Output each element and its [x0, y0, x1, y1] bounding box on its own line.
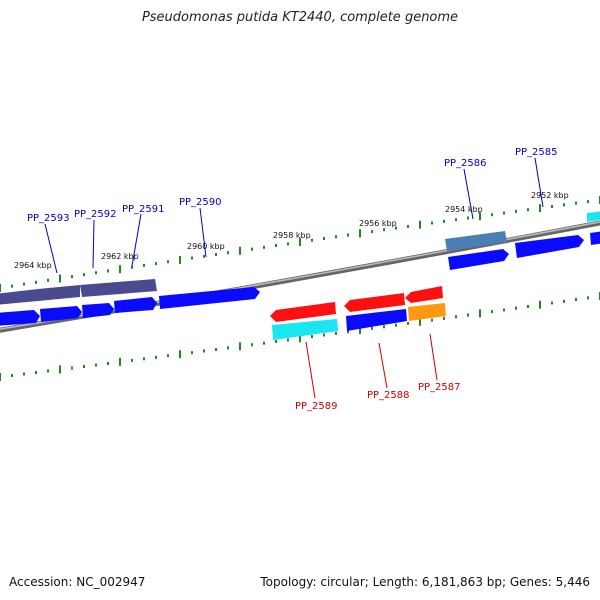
gene-feature[interactable] [0, 310, 40, 326]
gene-label[interactable]: PP_2591 [122, 204, 165, 215]
scale-label: 2956 kbp [359, 219, 397, 228]
figure-title: Pseudomonas putida KT2440, complete geno… [141, 10, 459, 25]
scale-label: 2962 kbp [101, 252, 139, 261]
gene-feature[interactable] [82, 303, 114, 318]
gene-label[interactable]: PP_2585 [515, 147, 558, 158]
scale-labels: 2964 kbp 2962 kbp 2960 kbp 2958 kbp 2956… [14, 191, 569, 270]
gene-feature[interactable] [40, 306, 82, 322]
gene-label[interactable]: PP_2586 [444, 158, 487, 169]
gene-label[interactable]: PP_2590 [179, 197, 222, 208]
scale-label: 2954 kbp [445, 205, 483, 214]
gene-labels: PP_2593 PP_2592 PP_2591 PP_2590 PP_2586 … [27, 147, 558, 412]
label-leader-lines [44, 157, 544, 399]
gene-feature[interactable] [448, 249, 509, 270]
gene-label[interactable]: PP_2587 [418, 382, 461, 393]
genome-backbone [0, 220, 600, 333]
gene-feature[interactable] [114, 297, 157, 313]
genome-summary-text: Topology: circular; Length: 6,181,863 bp… [260, 575, 590, 589]
scale-label: 2964 kbp [14, 261, 52, 270]
gene-feature[interactable] [344, 293, 405, 312]
accession-text: Accession: NC_002947 [9, 575, 146, 589]
gene-feature[interactable] [80, 279, 157, 297]
scale-label: 2960 kbp [187, 242, 225, 251]
gene-feature[interactable] [159, 287, 260, 309]
gene-feature[interactable] [38, 285, 80, 301]
gene-feature[interactable] [0, 289, 38, 305]
inner-tick-track [0, 292, 600, 381]
outer-tick-track [0, 196, 600, 292]
gene-label[interactable]: PP_2593 [27, 213, 70, 224]
gene-feature[interactable] [405, 286, 443, 303]
gene-label[interactable]: PP_2589 [295, 401, 338, 412]
gene-feature[interactable] [515, 235, 584, 258]
gene-label[interactable]: PP_2588 [367, 390, 410, 401]
forward-strand-genes [0, 211, 600, 326]
reverse-strand-genes [270, 286, 446, 340]
gene-feature[interactable] [272, 319, 338, 340]
genome-backbone-highlight [0, 221, 600, 330]
gene-label[interactable]: PP_2592 [74, 209, 117, 220]
scale-label: 2958 kbp [273, 231, 311, 240]
gene-feature[interactable] [346, 309, 407, 331]
scale-label: 2952 kbp [531, 191, 569, 200]
gene-feature[interactable] [587, 211, 600, 222]
gene-feature[interactable] [408, 303, 446, 321]
gene-feature[interactable] [590, 231, 600, 245]
gene-feature[interactable] [270, 302, 336, 322]
gene-feature[interactable] [445, 231, 507, 251]
